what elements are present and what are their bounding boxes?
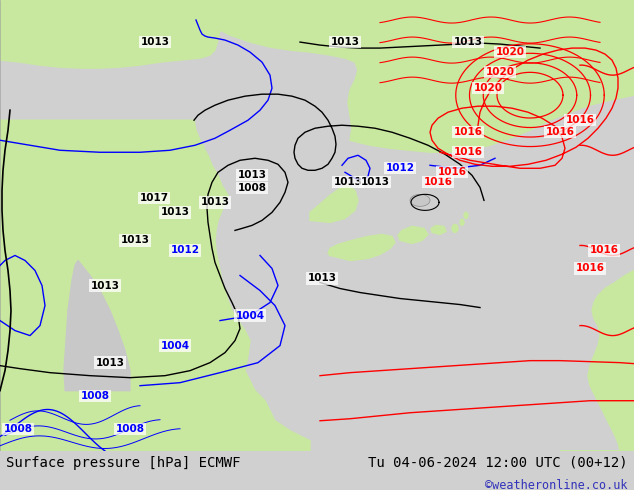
Text: 1013: 1013 <box>330 37 359 47</box>
Polygon shape <box>452 224 458 232</box>
Polygon shape <box>460 220 464 225</box>
Text: 1016: 1016 <box>437 167 467 177</box>
Text: 1013: 1013 <box>160 207 190 218</box>
Text: 1013: 1013 <box>91 280 119 291</box>
Polygon shape <box>410 195 430 206</box>
Text: Tu 04-06-2024 12:00 UTC (00+12): Tu 04-06-2024 12:00 UTC (00+12) <box>368 456 628 470</box>
Text: 1013: 1013 <box>96 358 124 368</box>
Text: 1013: 1013 <box>238 171 266 180</box>
Polygon shape <box>0 120 310 451</box>
Text: 1012: 1012 <box>385 163 415 173</box>
Text: 1016: 1016 <box>453 127 482 137</box>
Polygon shape <box>49 220 84 401</box>
Text: 1012: 1012 <box>171 245 200 255</box>
Polygon shape <box>310 185 358 222</box>
Polygon shape <box>328 234 395 261</box>
Text: 1016: 1016 <box>576 264 604 273</box>
Text: 1013: 1013 <box>141 37 169 47</box>
Polygon shape <box>431 225 446 234</box>
Text: 1013: 1013 <box>333 177 363 187</box>
Text: 1008: 1008 <box>238 183 266 194</box>
Text: 1016: 1016 <box>545 127 574 137</box>
Text: 1013: 1013 <box>307 273 337 284</box>
Text: 1020: 1020 <box>486 67 515 77</box>
Text: 1013: 1013 <box>200 197 230 207</box>
Text: Surface pressure [hPa] ECMWF: Surface pressure [hPa] ECMWF <box>6 456 241 470</box>
Text: 1013: 1013 <box>120 235 150 245</box>
Text: 1008: 1008 <box>81 391 110 401</box>
Text: 1016: 1016 <box>424 177 453 187</box>
Text: 1013: 1013 <box>361 177 389 187</box>
Text: 1016: 1016 <box>566 115 595 125</box>
Text: 1020: 1020 <box>474 83 503 93</box>
Polygon shape <box>398 226 428 244</box>
Text: 1017: 1017 <box>139 194 169 203</box>
Polygon shape <box>560 270 634 451</box>
Text: 1004: 1004 <box>160 341 190 351</box>
Text: 1013: 1013 <box>453 37 482 47</box>
Text: ©weatheronline.co.uk: ©weatheronline.co.uk <box>485 479 628 490</box>
Text: 1008: 1008 <box>4 424 32 434</box>
Text: 1020: 1020 <box>496 47 524 57</box>
Polygon shape <box>64 261 130 391</box>
Text: 1016: 1016 <box>590 245 619 255</box>
Polygon shape <box>0 0 634 152</box>
Text: 1004: 1004 <box>235 311 264 320</box>
Polygon shape <box>464 212 468 219</box>
Text: 1008: 1008 <box>115 424 145 434</box>
Text: 1016: 1016 <box>453 147 482 157</box>
